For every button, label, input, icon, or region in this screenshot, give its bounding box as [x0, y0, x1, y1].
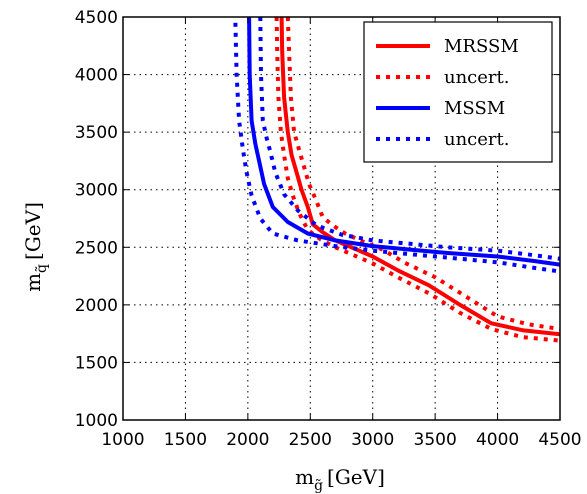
y-tick-label: 3000 — [75, 181, 118, 201]
y-axis-label: mq̃ [GeV] — [21, 202, 50, 292]
y-tick-label: 2500 — [75, 238, 118, 258]
y-tick-label: 4500 — [75, 8, 118, 28]
curve-0 — [279, 17, 560, 337]
x-tick-label: 3500 — [414, 430, 457, 450]
uncert-curve-4 — [233, 22, 560, 274]
legend-label: MSSM — [444, 98, 505, 119]
x-axis-label: mg̃ [GeV] — [295, 465, 385, 494]
y-axis-label-main: m — [21, 273, 45, 292]
legend-label: uncert. — [444, 67, 509, 88]
uncert-curve-2 — [285, 17, 560, 331]
y-tick-label: 1500 — [75, 353, 118, 373]
x-tick-label: 4000 — [476, 430, 519, 450]
uncert-curve-1 — [274, 17, 560, 343]
y-axis-label-unit: [GeV] — [21, 202, 45, 260]
y-tick-label: 3500 — [75, 123, 118, 143]
x-axis-label-sub: g̃ — [314, 478, 323, 494]
x-tick-labels: 1000 1500 2000 2500 3000 3500 4000 4500 — [101, 430, 581, 450]
x-tick-label: 2500 — [289, 430, 332, 450]
y-tick-label: 1000 — [75, 411, 118, 431]
curve-3 — [247, 17, 560, 267]
legend: MRSSM uncert. MSSM uncert. — [363, 21, 553, 163]
x-tick-label: 1500 — [164, 430, 207, 450]
legend-label: uncert. — [444, 129, 509, 150]
x-axis-label-unit: [GeV] — [327, 465, 385, 489]
y-axis-label-sub: q̃ — [34, 264, 50, 273]
x-tick-label: 2000 — [226, 430, 269, 450]
plot-frame — [122, 16, 561, 421]
legend-label: MRSSM — [444, 36, 519, 57]
x-tick-label: 4500 — [538, 430, 581, 450]
uncert-curve-5 — [258, 17, 560, 261]
x-axis-label-main: m — [295, 465, 314, 489]
x-tick-label: 3000 — [351, 430, 394, 450]
curves — [233, 17, 560, 343]
y-tick-label: 4000 — [75, 66, 118, 86]
y-tick-label: 2000 — [75, 296, 118, 316]
y-tick-labels: 1000 1500 2000 2500 3000 3500 4000 4500 — [75, 8, 118, 431]
tick-marks — [122, 16, 561, 421]
x-tick-label: 1000 — [101, 430, 144, 450]
